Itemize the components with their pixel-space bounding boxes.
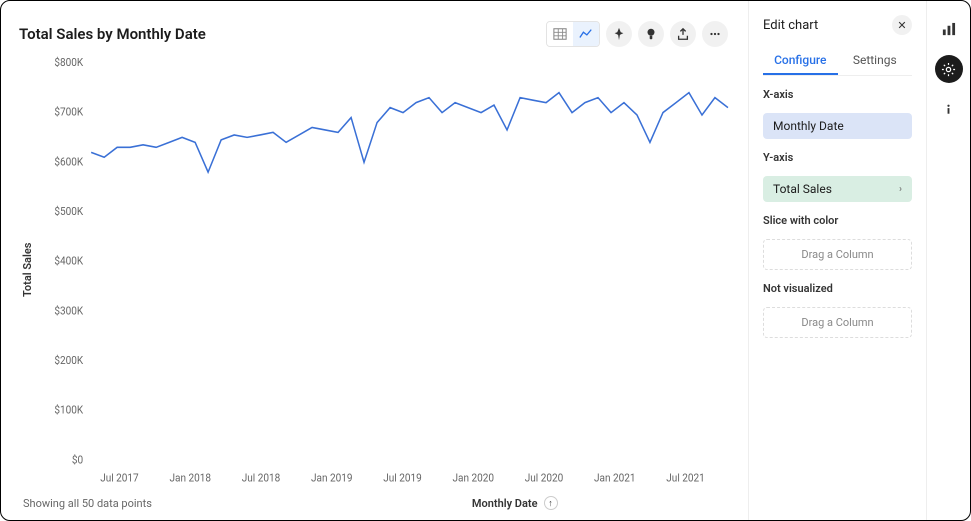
svg-text:Jan 2018: Jan 2018 xyxy=(169,471,211,484)
chart-view-button[interactable] xyxy=(573,22,599,46)
svg-text:$700K: $700K xyxy=(54,105,83,118)
chart-toolbar xyxy=(546,21,728,47)
info-button[interactable] xyxy=(935,95,963,123)
not-visualized-label: Not visualized xyxy=(763,282,912,295)
svg-text:$300K: $300K xyxy=(54,304,83,317)
settings-gear-button[interactable] xyxy=(935,55,963,83)
svg-text:Jul 2020: Jul 2020 xyxy=(525,471,564,484)
tab-configure[interactable]: Configure xyxy=(763,47,838,75)
svg-text:$500K: $500K xyxy=(54,205,83,218)
svg-text:$400K: $400K xyxy=(54,254,83,267)
chart-type-button[interactable] xyxy=(935,15,963,43)
export-button[interactable] xyxy=(670,21,696,47)
close-panel-button[interactable]: ✕ xyxy=(892,15,912,35)
y-axis-pill[interactable]: Total Sales › xyxy=(763,176,912,202)
more-button[interactable] xyxy=(702,21,728,47)
right-rail xyxy=(926,1,970,520)
svg-text:Jan 2019: Jan 2019 xyxy=(311,471,353,484)
viz-type-toggle xyxy=(546,21,600,47)
svg-text:Jul 2021: Jul 2021 xyxy=(666,471,704,484)
svg-text:$600K: $600K xyxy=(54,155,83,168)
tab-settings[interactable]: Settings xyxy=(838,47,913,75)
svg-text:Jul 2019: Jul 2019 xyxy=(383,471,422,484)
svg-text:Jan 2021: Jan 2021 xyxy=(594,471,635,484)
x-axis-label: Monthly Date ↑ xyxy=(472,496,558,510)
not-visualized-dropzone[interactable]: Drag a Column xyxy=(763,307,912,338)
footer-status: Showing all 50 data points xyxy=(23,497,152,510)
pin-button[interactable] xyxy=(606,21,632,47)
slice-dropzone[interactable]: Drag a Column xyxy=(763,239,912,270)
table-view-button[interactable] xyxy=(547,22,573,46)
sort-ascending-icon[interactable]: ↑ xyxy=(544,496,558,510)
x-axis-pill[interactable]: Monthly Date xyxy=(763,113,912,139)
edit-chart-panel: Edit chart ✕ Configure Settings X-axis M… xyxy=(748,1,926,520)
slice-section-label: Slice with color xyxy=(763,214,912,227)
panel-title: Edit chart xyxy=(763,18,818,33)
x-axis-section-label: X-axis xyxy=(763,88,912,101)
panel-tabs: Configure Settings xyxy=(763,47,912,76)
insight-button[interactable] xyxy=(638,21,664,47)
y-axis-section-label: Y-axis xyxy=(763,151,912,164)
svg-text:Jul 2018: Jul 2018 xyxy=(242,471,281,484)
svg-text:Jul 2017: Jul 2017 xyxy=(100,471,139,484)
chevron-right-icon: › xyxy=(899,184,902,195)
svg-text:$100K: $100K xyxy=(54,403,83,416)
svg-text:Jan 2020: Jan 2020 xyxy=(453,471,495,484)
chart-title: Total Sales by Monthly Date xyxy=(19,25,206,43)
svg-text:$800K: $800K xyxy=(54,56,83,69)
y-axis-label: Total Sales xyxy=(19,47,36,492)
svg-text:$200K: $200K xyxy=(54,354,83,367)
svg-text:$0: $0 xyxy=(72,453,83,466)
line-chart: $0 $100K $200K $300K $400K $500K $600K $700K $80… xyxy=(36,47,738,492)
